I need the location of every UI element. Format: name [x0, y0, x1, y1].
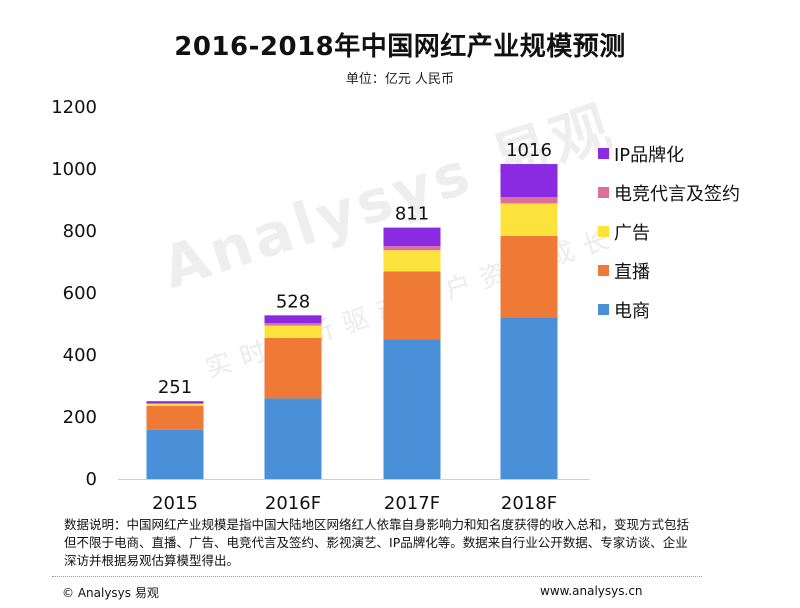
bar-segment-广告 — [264, 325, 322, 338]
bar-segment-广告 — [500, 203, 558, 236]
bar-segment-电商 — [383, 339, 441, 479]
bar-segment-电商 — [264, 398, 322, 479]
bar-segment-IP品牌化 — [500, 164, 558, 198]
data-note: 数据说明：中国网红产业规模是指中国大陆地区网络红人依靠自身影响力和知名度获得的收… — [64, 517, 690, 568]
legend-swatch — [598, 187, 609, 198]
legend-item: 直播 — [598, 251, 740, 290]
bar-segment-直播 — [383, 271, 441, 340]
chart-title: 2016-2018年中国网红产业规模预测 — [174, 32, 626, 62]
bar-segment-电商 — [146, 429, 204, 479]
legend-label: 广告 — [614, 222, 650, 244]
bar-segment-直播 — [500, 235, 558, 318]
legend-swatch — [598, 304, 609, 315]
legend-item: 电竞代言及签约 — [598, 173, 740, 212]
legend-label: 电竞代言及签约 — [614, 183, 740, 205]
footer-divider — [52, 576, 702, 577]
bar-segment-IP品牌化 — [383, 227, 441, 247]
legend-swatch — [598, 226, 609, 237]
y-tick-label: 600 — [63, 283, 97, 304]
bar-segment-电竞代言及签约 — [500, 197, 558, 204]
legend-item: 电商 — [598, 290, 740, 329]
legend-label: 电商 — [614, 300, 650, 322]
legend-item: IP品牌化 — [598, 134, 740, 173]
y-tick-label: 800 — [63, 221, 97, 242]
bar-segment-电商 — [500, 317, 558, 479]
bar-segment-电竞代言及签约 — [146, 403, 204, 404]
copyright-text: © Analysys 易观 — [62, 586, 159, 600]
y-tick-label: 200 — [63, 407, 97, 428]
legend-swatch — [598, 148, 609, 159]
bar-total-label: 811 — [395, 204, 429, 225]
chart-subtitle: 单位：亿元 人民币 — [345, 72, 455, 87]
bar-segment-IP品牌化 — [264, 315, 322, 324]
y-tick-label: 1200 — [51, 97, 97, 118]
bar-segment-IP品牌化 — [146, 401, 204, 404]
legend-label: 直播 — [614, 261, 650, 283]
x-tick-label: 2016F — [265, 493, 321, 514]
y-tick-label: 0 — [86, 469, 97, 490]
bar-segment-广告 — [146, 403, 204, 406]
x-tick-label: 2018F — [501, 493, 557, 514]
bar-segment-直播 — [146, 405, 204, 430]
bar-total-label: 528 — [276, 291, 310, 312]
website-url: www.analysys.cn — [540, 584, 643, 598]
legend-swatch — [598, 265, 609, 276]
bar-segment-电竞代言及签约 — [264, 323, 322, 326]
bar-total-label: 251 — [158, 377, 192, 398]
chart-legend: IP品牌化电竞代言及签约 广告直播电商 — [598, 134, 740, 329]
legend-label: IP品牌化 — [614, 144, 685, 166]
bar-segment-电竞代言及签约 — [383, 246, 441, 251]
x-tick-label: 2017F — [384, 493, 440, 514]
legend-item: 广告 — [598, 212, 740, 251]
x-tick-label: 2015 — [152, 493, 198, 514]
bar-segment-直播 — [264, 337, 322, 399]
bar-segment-广告 — [383, 250, 441, 272]
bar-total-label: 1016 — [506, 140, 552, 161]
y-tick-label: 400 — [63, 345, 97, 366]
y-tick-label: 1000 — [51, 159, 97, 180]
